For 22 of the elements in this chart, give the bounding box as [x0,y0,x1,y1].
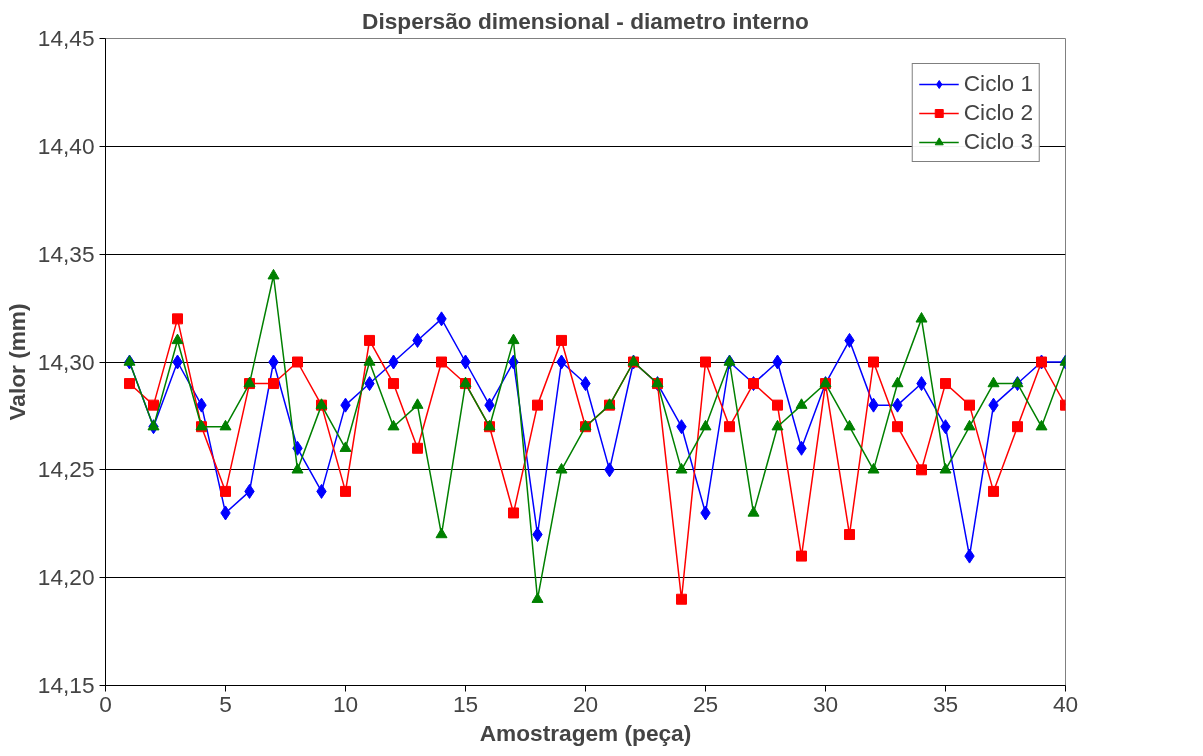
y-tick-label: 14,30 [37,348,95,375]
x-tick-label: 25 [692,690,719,717]
x-tick-label: 5 [219,690,232,717]
x-axis-title: Amostragem (peça) [479,719,692,746]
y-tick-label: 14,45 [37,25,95,51]
legend-label: Ciclo 3 [963,128,1033,155]
chart-title: Dispersão dimensional - diametro interno [362,7,809,34]
x-tick-label: 35 [932,690,959,717]
legend-label: Ciclo 1 [963,70,1033,97]
y-tick-label: 14,15 [37,672,95,698]
legend-label: Ciclo 2 [963,99,1033,126]
x-tick-label: 10 [332,690,359,717]
y-tick-label: 14,35 [37,240,95,267]
x-tick-label: 15 [452,690,479,717]
x-tick-label: 0 [99,690,112,717]
y-axis-title: Valor (mm) [3,303,30,421]
y-tick-label: 14,25 [37,456,95,483]
y-tick-label: 14,20 [37,564,95,591]
x-tick-label: 30 [812,690,839,717]
x-tick-label: 20 [572,690,599,717]
y-tick-label: 14,40 [37,132,95,159]
x-tick-label: 40 [1052,690,1079,717]
